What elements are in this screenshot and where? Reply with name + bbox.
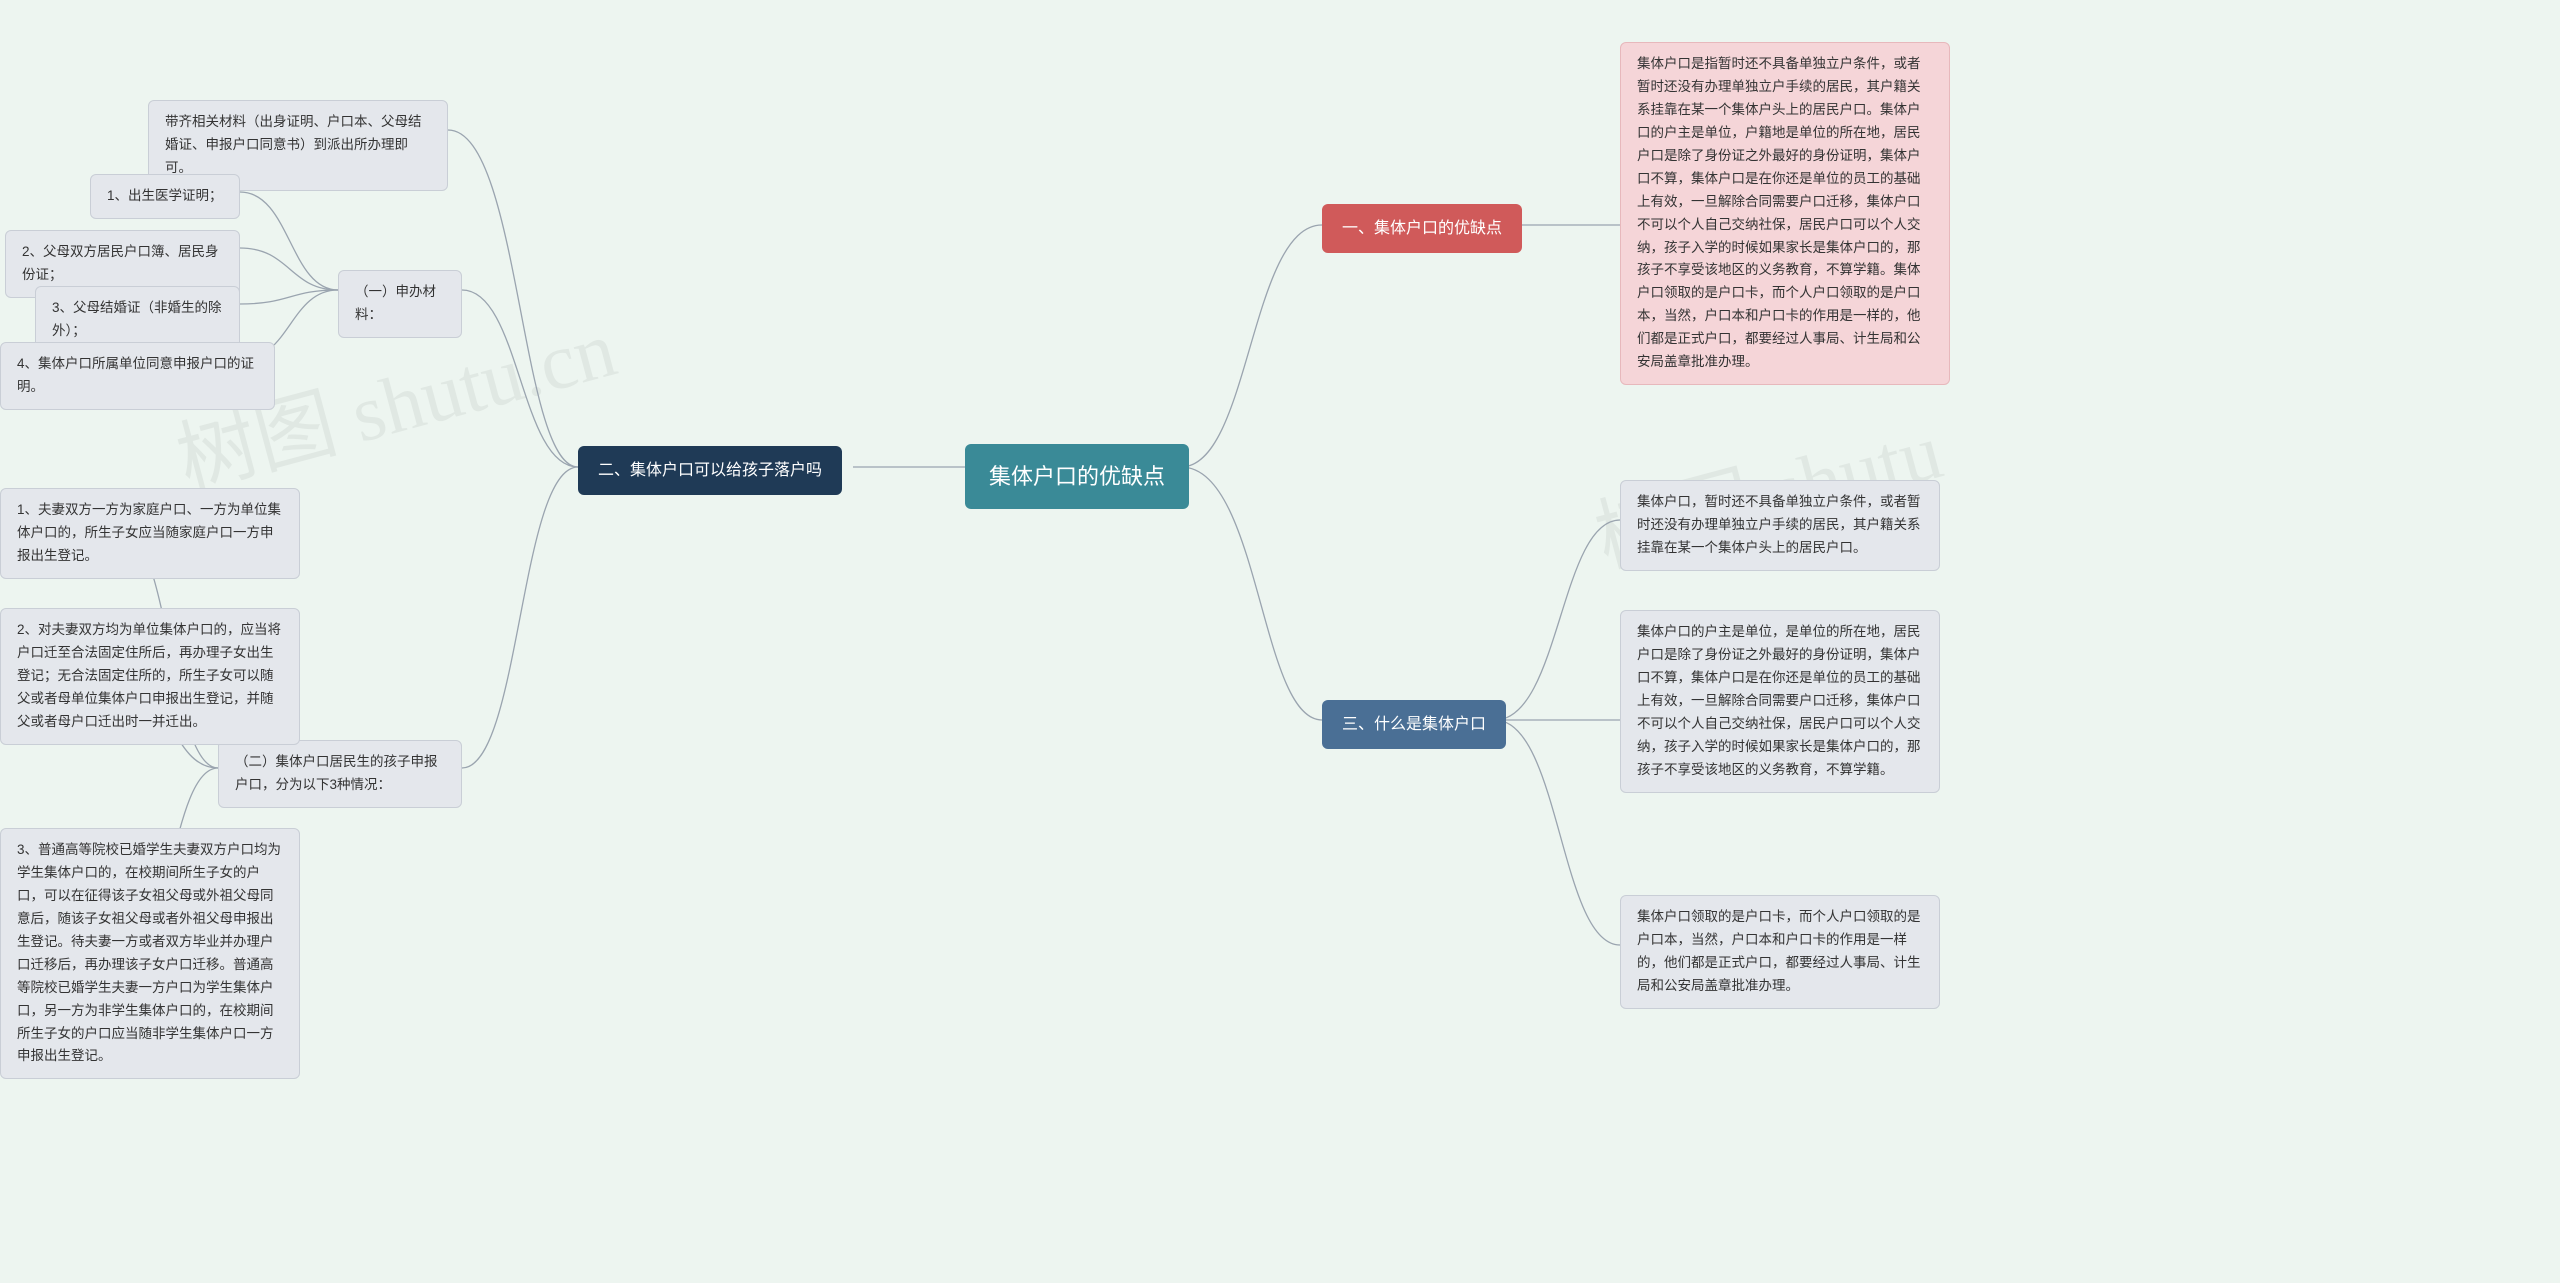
leaf-three-c[interactable]: 集体户口领取的是户口卡，而个人户口领取的是户口本，当然，户口本和户口卡的作用是一… <box>1620 895 1940 1009</box>
connector-layer <box>0 0 2560 1283</box>
branch-one[interactable]: 一、集体户口的优缺点 <box>1322 204 1522 253</box>
leaf-sub2-c[interactable]: 3、普通高等院校已婚学生夫妻双方户口均为学生集体户口的，在校期间所生子女的户口，… <box>0 828 300 1079</box>
leaf-sub2-title[interactable]: （二）集体户口居民生的孩子申报户口，分为以下3种情况： <box>218 740 462 808</box>
leaf-three-b[interactable]: 集体户口的户主是单位，是单位的所在地，居民户口是除了身份证之外最好的身份证明，集… <box>1620 610 1940 793</box>
leaf-sub2-b[interactable]: 2、对夫妻双方均为单位集体户口的，应当将户口迁至合法固定住所后，再办理子女出生登… <box>0 608 300 745</box>
leaf-three-a[interactable]: 集体户口，暂时还不具备单独立户条件，或者暂时还没有办理单独立户手续的居民，其户籍… <box>1620 480 1940 571</box>
mindmap-canvas: 树图 shutu.cn 树图 shutu 集体户口的优缺点 一、集体户口的优缺点… <box>0 0 2560 1283</box>
leaf-sub1-a[interactable]: 1、出生医学证明； <box>90 174 240 219</box>
leaf-one-detail[interactable]: 集体户口是指暂时还不具备单独立户条件，或者暂时还没有办理单独立户手续的居民，其户… <box>1620 42 1950 385</box>
leaf-sub2-a[interactable]: 1、夫妻双方一方为家庭户口、一方为单位集体户口的，所生子女应当随家庭户口一方申报… <box>0 488 300 579</box>
branch-three[interactable]: 三、什么是集体户口 <box>1322 700 1506 749</box>
leaf-sub1-title[interactable]: （一）申办材料： <box>338 270 462 338</box>
leaf-sub1-d[interactable]: 4、集体户口所属单位同意申报户口的证明。 <box>0 342 275 410</box>
branch-two[interactable]: 二、集体户口可以给孩子落户吗 <box>578 446 842 495</box>
root-node[interactable]: 集体户口的优缺点 <box>965 444 1189 509</box>
